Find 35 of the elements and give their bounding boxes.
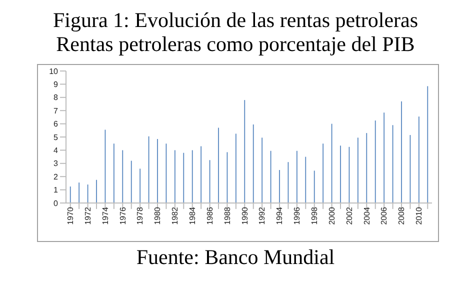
x-tick-label: 2000 — [327, 206, 336, 225]
x-tick-label: 1986 — [205, 206, 214, 225]
chart-title: Figura 1: Evolución de las rentas petroleras — [52, 8, 420, 32]
x-tick-label: 1980 — [153, 206, 162, 225]
y-tick-label: 9 — [54, 80, 59, 90]
y-tick-label: 4 — [54, 146, 59, 156]
y-tick-label: 2 — [54, 172, 59, 182]
x-tick-label: 1984 — [188, 206, 198, 225]
x-tick-label: 1976 — [118, 206, 128, 225]
y-tick-label: 7 — [54, 106, 59, 116]
y-tick-label: 6 — [54, 120, 59, 129]
y-tick-label: 0 — [54, 198, 59, 208]
x-tick-label: 2002 — [344, 206, 354, 225]
x-tick-label: 2008 — [397, 206, 406, 225]
y-tick-label: 3 — [54, 159, 59, 168]
x-tick-label: 1998 — [310, 206, 320, 225]
x-tick-label: 2006 — [380, 206, 389, 225]
x-tick-label: 2004 — [362, 206, 372, 225]
y-tick-label: 8 — [54, 93, 59, 102]
x-tick-label: 1996 — [292, 206, 302, 225]
x-tick-label: 1988 — [222, 206, 232, 225]
x-tick-label: 1972 — [83, 206, 92, 225]
x-tick-label: 1982 — [170, 206, 180, 225]
x-tick-label: 1970 — [66, 206, 76, 225]
x-tick-label: 2010 — [414, 206, 424, 225]
x-tick-label: 1994 — [275, 206, 284, 225]
source-note: Fuente: Banco Mundial — [135, 244, 336, 270]
x-tick-label: 1974 — [100, 206, 110, 225]
x-tick-label: 1990 — [240, 206, 250, 225]
x-tick-label: 1992 — [258, 206, 267, 225]
y-tick-label: 5 — [54, 132, 59, 142]
y-tick-label: 1 — [54, 186, 59, 195]
x-tick-label: 1978 — [136, 206, 145, 225]
chart-subtitle: Rentas petroleras como porcentaje del PIB — [55, 32, 416, 56]
y-tick-label: 10 — [49, 66, 59, 76]
